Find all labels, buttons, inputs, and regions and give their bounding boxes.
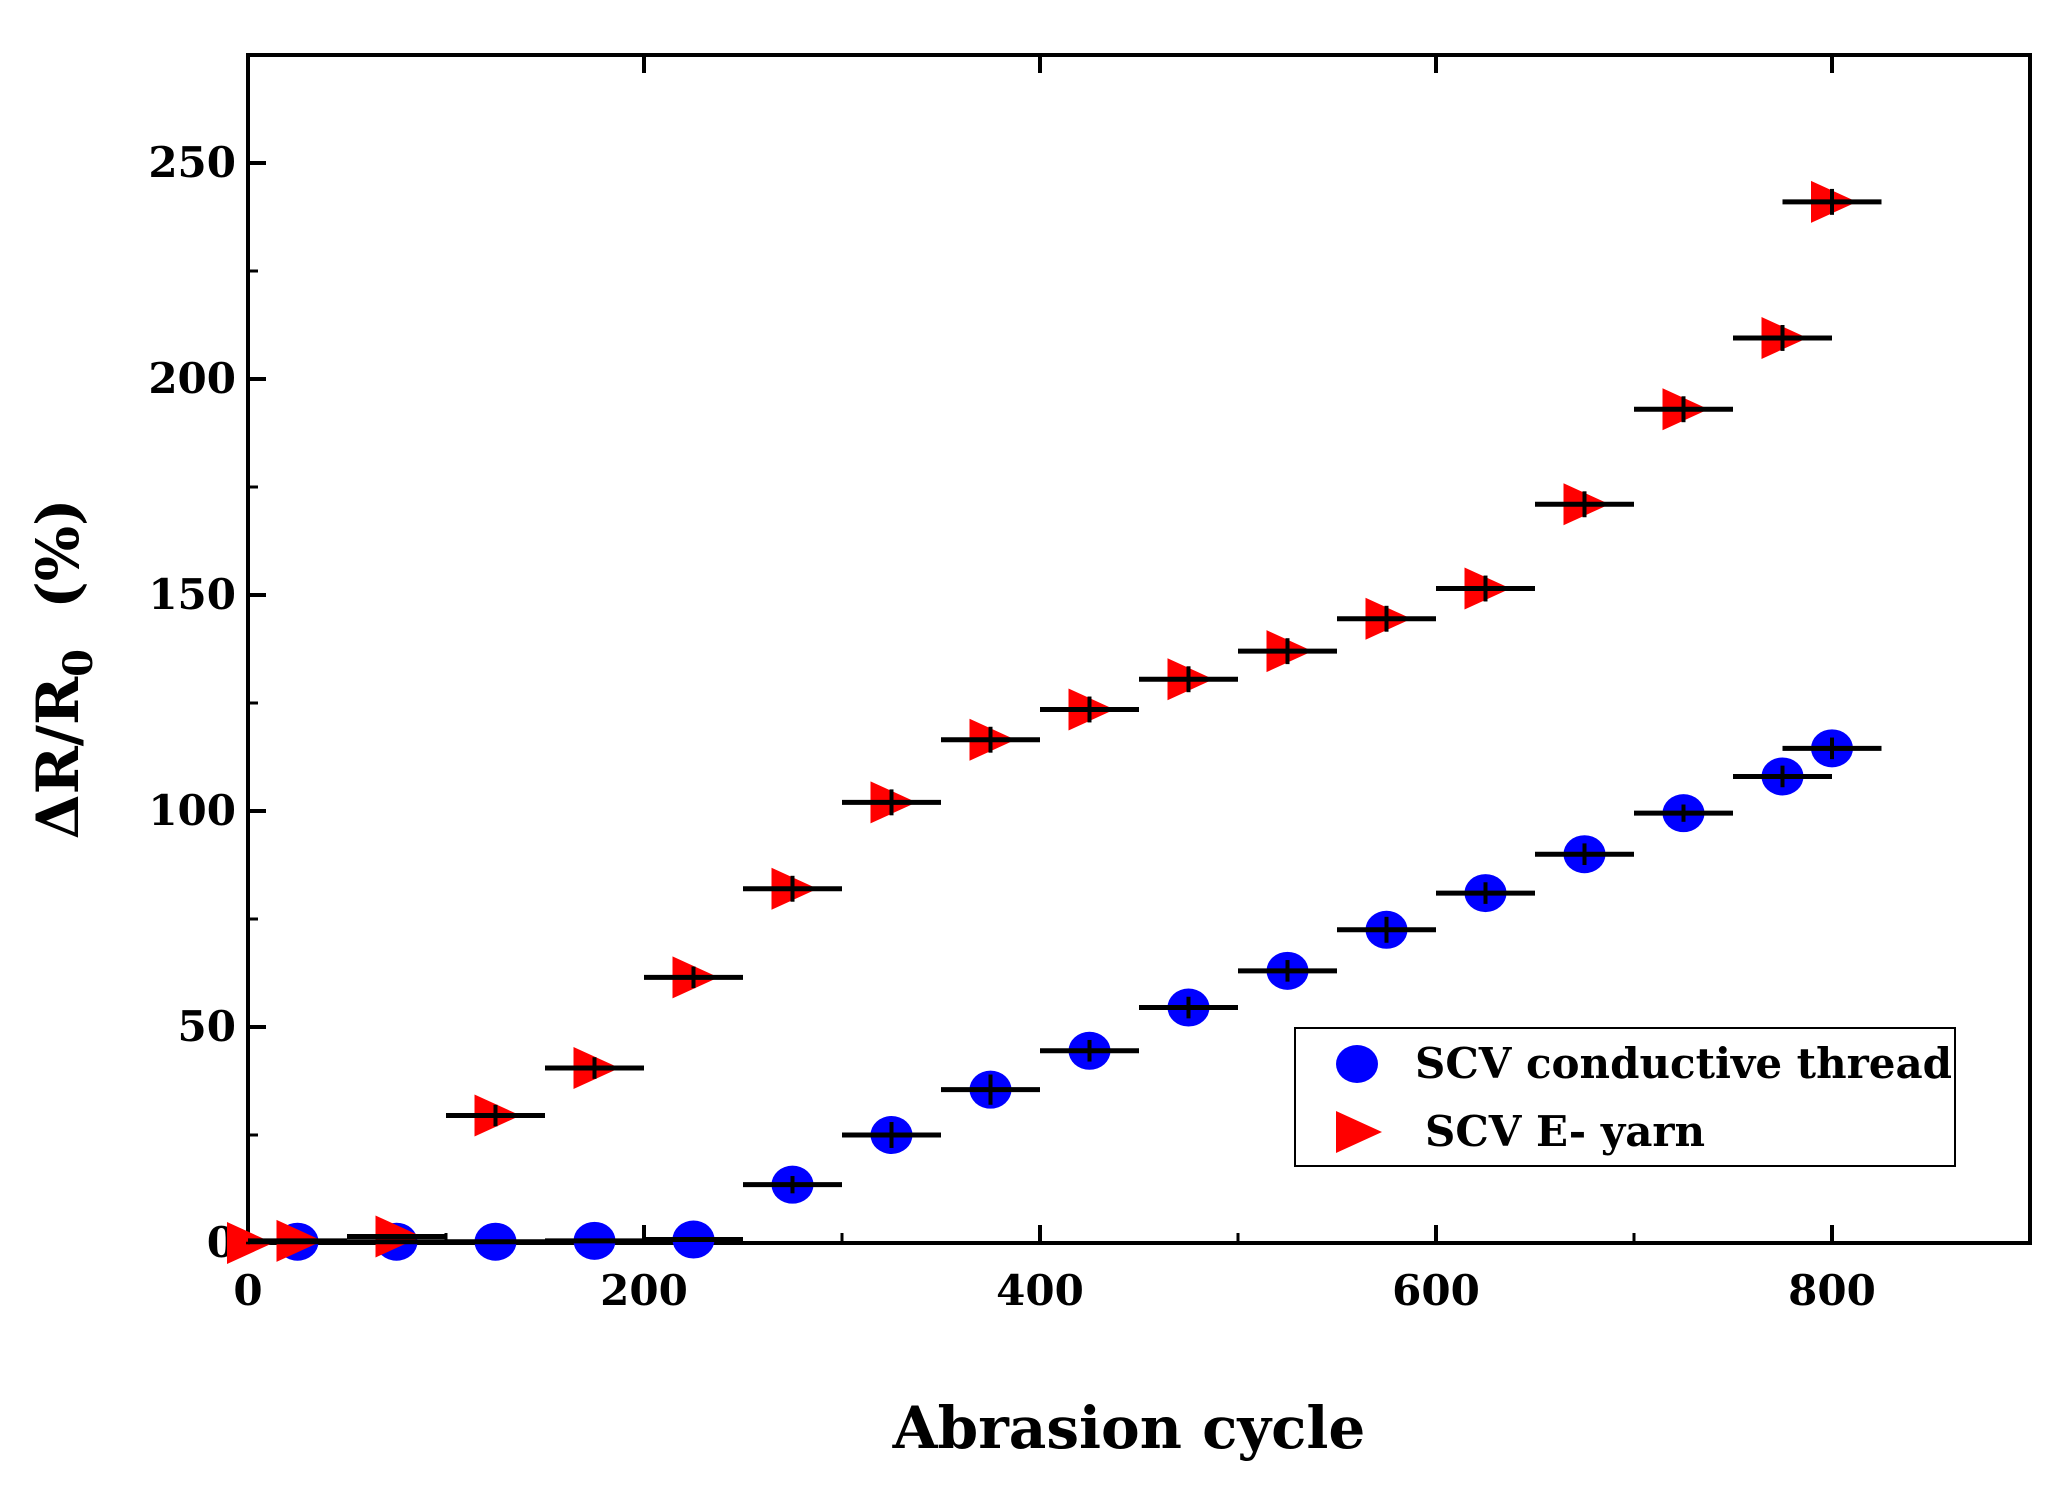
legend-marker-circle xyxy=(1336,1045,1378,1083)
y-tick-label: 50 xyxy=(178,1002,236,1051)
y-tick-label: 100 xyxy=(148,786,236,835)
y-tick-label: 150 xyxy=(148,570,236,619)
x-tick-label: 400 xyxy=(996,1266,1084,1315)
y-tick-label: 250 xyxy=(148,138,236,187)
y-axis-title-main: ΔR/R xyxy=(24,676,92,839)
x-tick-label: 800 xyxy=(1788,1266,1876,1315)
y-axis-title-subscript: 0 xyxy=(55,649,102,677)
legend-marker-triangle xyxy=(1336,1111,1382,1153)
x-tick-label: 0 xyxy=(233,1266,262,1315)
y-tick-label: 200 xyxy=(148,354,236,403)
y-axis-title: ΔR/R0 (%) xyxy=(24,499,102,840)
x-tick-label: 200 xyxy=(600,1266,688,1315)
x-axis-title: Abrasion cycle xyxy=(892,1394,1366,1462)
legend-box xyxy=(1294,1027,1956,1167)
plot-frame xyxy=(246,53,2032,1245)
legend-label: SCV E- yarn xyxy=(1425,1107,1705,1156)
y-axis-title-unit: (%) xyxy=(24,499,92,649)
x-tick-label: 600 xyxy=(1392,1266,1480,1315)
legend-label: SCV conductive thread xyxy=(1415,1039,1952,1088)
